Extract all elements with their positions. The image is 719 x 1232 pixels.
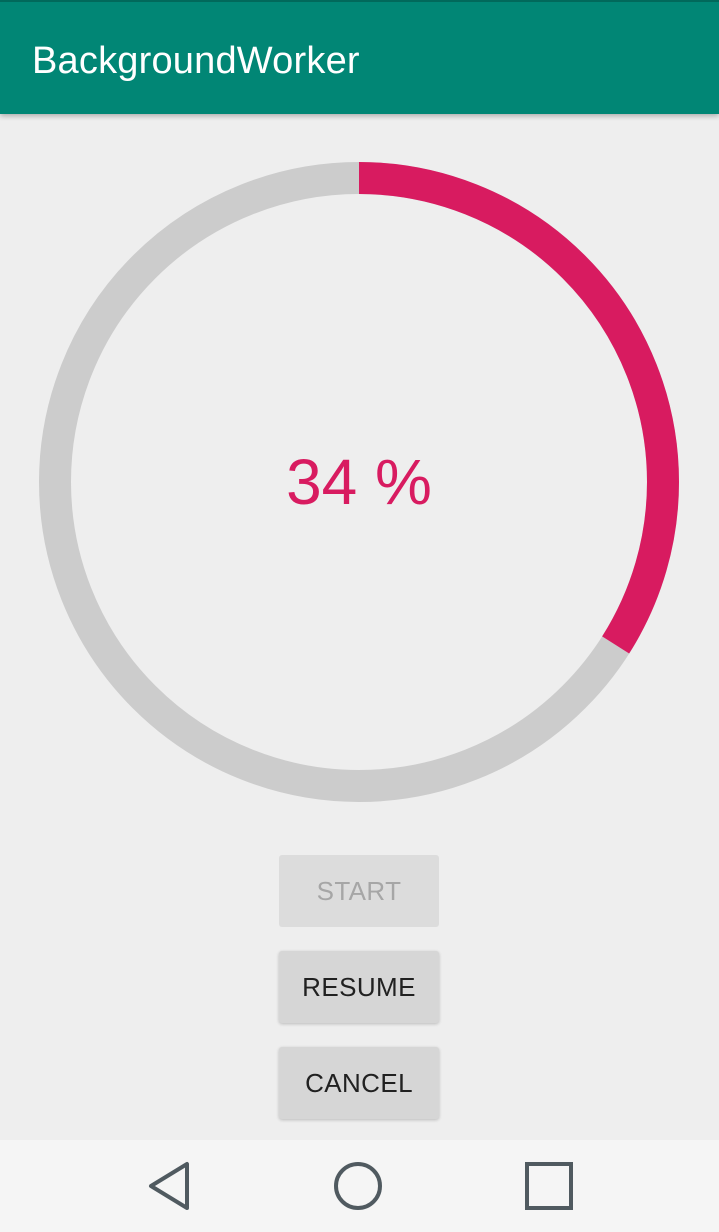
app-bar: BackgroundWorker [0, 0, 719, 114]
recents-square-icon [525, 1162, 573, 1210]
cancel-button[interactable]: CANCEL [279, 1047, 439, 1119]
progress-ring [39, 162, 679, 802]
progress-fill [39, 162, 679, 802]
start-button[interactable]: START [279, 855, 439, 927]
recents-button[interactable] [517, 1156, 581, 1216]
home-circle-icon [334, 1162, 382, 1210]
navigation-bar [0, 1140, 719, 1232]
home-button[interactable] [326, 1156, 390, 1216]
circular-progress: 34 % [39, 162, 679, 802]
back-button[interactable] [137, 1156, 201, 1216]
app-title: BackgroundWorker [32, 40, 360, 82]
status-bar-edge [0, 0, 719, 2]
progress-percent-label: 34 % [286, 446, 432, 518]
resume-button[interactable]: RESUME [279, 951, 439, 1023]
back-triangle-icon [149, 1162, 189, 1210]
